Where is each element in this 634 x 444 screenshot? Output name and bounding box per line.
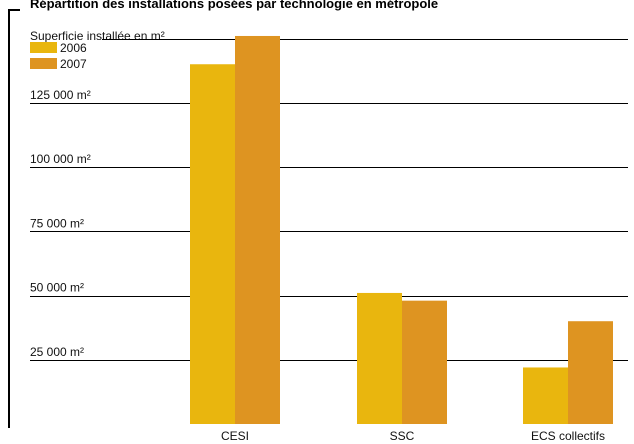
- legend-label-2006: 2006: [60, 41, 87, 55]
- bar-2006-ssc: [357, 292, 402, 424]
- bar-2007-ssc: [402, 300, 447, 424]
- gridlines: [30, 39, 628, 361]
- legend: 2006 2007: [30, 41, 87, 71]
- bar-2006-ecs-collectifs: [523, 367, 568, 424]
- y-axis-label: Superficie installée en m²: [30, 29, 165, 43]
- y-tick-label: 25 000 m²: [30, 345, 84, 359]
- y-tick-label: 50 000 m²: [30, 281, 84, 295]
- legend-label-2007: 2007: [60, 57, 87, 71]
- category-label: CESI: [221, 429, 249, 443]
- bar-2006-cesi: [190, 64, 235, 424]
- legend-swatch-2006: [30, 42, 57, 53]
- y-tick-label: 75 000 m²: [30, 216, 84, 230]
- bar-2007-ecs-collectifs: [568, 321, 613, 424]
- category-label: ECS collectifs: [531, 429, 605, 443]
- y-tick-label: 125 000 m²: [30, 88, 91, 102]
- chart-title: Répartition des installations posées par…: [30, 0, 438, 11]
- category-label: SSC: [390, 429, 415, 443]
- y-tick-labels: 25 000 m² 50 000 m² 75 000 m² 100 000 m² 125…: [30, 88, 91, 359]
- legend-swatch-2007: [30, 58, 57, 69]
- y-tick-label: 100 000 m²: [30, 152, 91, 166]
- category-labels: CESI SSC ECS collectifs: [221, 429, 605, 443]
- bars: [190, 35, 613, 424]
- bar-2007-cesi: [235, 35, 280, 424]
